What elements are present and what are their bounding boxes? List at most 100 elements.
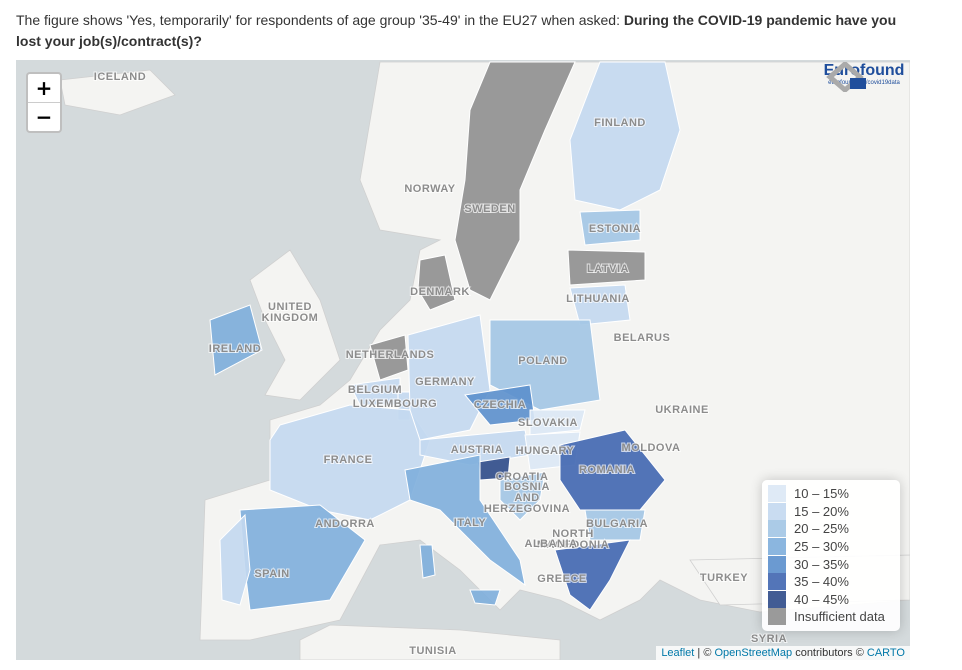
legend-label: 15 – 20% xyxy=(794,503,849,519)
intro: The figure shows 'Yes, temporarily' for … xyxy=(16,10,916,52)
place-label: POLAND xyxy=(518,355,567,367)
iceland xyxy=(59,69,176,116)
legend-item: 40 – 45% xyxy=(768,590,894,609)
carto-link[interactable]: CARTO xyxy=(866,647,905,659)
place-label-line: MOLDOVA xyxy=(622,442,681,454)
place-label: ITALY xyxy=(454,517,487,529)
place-label: HUNGARY xyxy=(516,445,575,457)
place-label-line: ROMANIA xyxy=(579,464,635,476)
place-label-line: SLOVAKIA xyxy=(518,417,578,429)
estonia-region[interactable] xyxy=(579,209,641,246)
sweden-region[interactable] xyxy=(454,61,576,301)
place-label: SPAIN xyxy=(254,568,289,580)
legend-item: 25 – 30% xyxy=(768,538,894,556)
place-label: UNITED KINGDOM xyxy=(262,301,319,324)
place-label-line: NETHERLANDS xyxy=(346,349,435,361)
zoom-control: + − xyxy=(26,72,62,133)
place-label: LITHUANIA xyxy=(566,293,630,305)
logo: Eurofound eurofound.link/covid19data xyxy=(820,62,908,92)
italy-region[interactable] xyxy=(404,454,526,587)
place-label-line: GREECE xyxy=(537,573,586,585)
place-label: ALBANIA xyxy=(525,538,578,550)
legend-item: 20 – 25% xyxy=(768,520,894,538)
zoom-out[interactable]: − xyxy=(28,102,60,131)
place-label: SWEDEN xyxy=(464,203,515,215)
place-label-line: FRANCE xyxy=(324,454,373,466)
legend-label: 30 – 35% xyxy=(794,556,849,572)
place-label: IRELAND xyxy=(209,343,261,355)
place-label: ROMANIA xyxy=(579,464,635,476)
latvia-region[interactable] xyxy=(567,249,646,286)
legend-swatch xyxy=(768,555,786,573)
place-label: CZECHIA xyxy=(474,399,526,411)
place-label-line: KINGDOM xyxy=(262,312,319,324)
slovakia-region[interactable] xyxy=(529,409,586,436)
netherlands-region[interactable] xyxy=(369,334,409,381)
italy-region[interactable] xyxy=(419,544,436,579)
place-label-line: ITALY xyxy=(454,517,487,529)
attribution: Leaflet | © OpenStreetMap contributors ©… xyxy=(656,646,910,660)
legend-label: 35 – 40% xyxy=(794,574,849,590)
place-label-line: ANDORRA xyxy=(315,518,375,530)
attr-mid: contributors © xyxy=(792,647,867,659)
place-label-line: LUXEMBOURG xyxy=(353,398,437,410)
legend-swatch xyxy=(768,590,786,608)
place-label: ICELAND xyxy=(94,71,146,83)
place-label-line: SPAIN xyxy=(254,568,289,580)
place-label: TURKEY xyxy=(700,572,748,584)
greece-region[interactable] xyxy=(554,539,631,611)
legend-label: 10 – 15% xyxy=(794,486,849,502)
legend-swatch xyxy=(768,538,786,556)
place-label-line: BOSNIA xyxy=(504,481,550,493)
portugal-region[interactable] xyxy=(219,513,251,606)
place-label-line: ESTONIA xyxy=(589,223,641,235)
place-label: TUNISIA xyxy=(409,645,457,657)
denmark-region[interactable] xyxy=(417,254,456,311)
place-label-line: AUSTRIA xyxy=(451,444,503,456)
united-kingdom xyxy=(249,249,341,401)
legend: 10 – 15% 15 – 20% 20 – 25% 25 – 30% 30 – 35%… xyxy=(762,480,900,631)
legend-item: 30 – 35% xyxy=(768,555,894,573)
legend-label: 20 – 25% xyxy=(794,521,849,537)
place-label: UKRAINE xyxy=(655,404,709,416)
place-label: ESTONIA xyxy=(589,223,641,235)
finland-region[interactable] xyxy=(569,61,681,211)
place-label: BELARUS xyxy=(614,332,671,344)
place-label: NORWAY xyxy=(404,183,455,195)
map[interactable]: ICELAND NORWAY SWEDEN FINLAND ESTONIA LATVIA L… xyxy=(16,60,910,660)
lithuania-region[interactable] xyxy=(569,284,631,326)
place-label-line: ALBANIA xyxy=(525,538,578,550)
place-label-line: ICELAND xyxy=(94,71,146,83)
place-label: GERMANY xyxy=(415,376,475,388)
place-label-line: POLAND xyxy=(518,355,567,367)
place-label-line: SYRIA xyxy=(751,633,787,645)
germany-region[interactable] xyxy=(407,314,491,441)
place-label: ANDORRA xyxy=(315,518,375,530)
logo-icon xyxy=(826,62,866,92)
intro-text: The figure shows 'Yes, temporarily' for … xyxy=(16,12,624,28)
croatia-region[interactable] xyxy=(499,471,546,521)
osm-link[interactable]: OpenStreetMap xyxy=(714,647,793,659)
italy-region[interactable] xyxy=(469,589,501,606)
ireland-region[interactable] xyxy=(209,304,263,376)
zoom-in[interactable]: + xyxy=(35,76,53,100)
legend-swatch xyxy=(768,520,786,538)
attr-sep: | © xyxy=(694,647,715,659)
legend-item: 15 – 20% xyxy=(768,502,894,521)
place-label: SLOVAKIA xyxy=(518,417,578,429)
place-label: NORTH MACEDONIA xyxy=(537,528,609,551)
bulgaria-region[interactable] xyxy=(584,509,646,541)
place-label-line: AND xyxy=(514,492,539,504)
place-label: BULGARIA xyxy=(586,518,648,530)
place-label-line: BELARUS xyxy=(614,332,671,344)
place-label: FINLAND xyxy=(594,117,646,129)
leaflet-link[interactable]: Leaflet xyxy=(661,647,695,659)
place-label-line: UNITED xyxy=(268,301,312,313)
place-label-line: DENMARK xyxy=(410,286,470,298)
place-label-line: TURKEY xyxy=(700,572,748,584)
legend-swatch xyxy=(768,485,786,503)
place-label-line: FINLAND xyxy=(594,117,646,129)
france-region[interactable] xyxy=(269,404,431,521)
africa xyxy=(299,624,561,660)
